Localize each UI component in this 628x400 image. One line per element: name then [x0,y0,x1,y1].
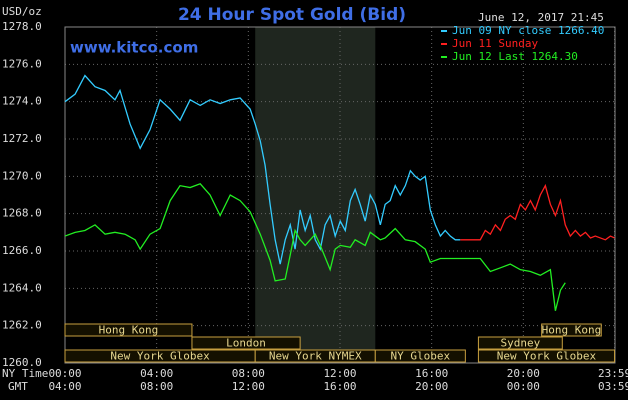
x-tick-label: 16:00 [415,367,448,380]
website: www.kitco.com [70,39,198,57]
y-tick-label: 1268.0 [2,207,42,220]
session-box [374,349,466,363]
series-line [460,183,615,241]
series-line [64,74,461,265]
x2-tick-label: 00:00 [507,380,540,393]
x-tick-label: 00:00 [48,367,81,380]
x2-tick-label: 12:00 [232,380,265,393]
x2-tick-label: 20:00 [415,380,448,393]
x-tick-label: 20:00 [507,367,540,380]
session-label: Sydney [500,337,540,350]
y-tick-label: 1266.0 [2,244,42,257]
chart-title: 24 Hour Spot Gold (Bid) [178,5,406,25]
y-tick-label: 1276.0 [2,57,42,70]
y-tick-label: 1262.0 [2,319,42,332]
y-unit: USD/oz [2,5,42,18]
x-tick-label: 04:00 [140,367,173,380]
y-tick-label: 1270.0 [2,169,42,182]
x2-tick-label: 04:00 [48,380,81,393]
session-box [477,336,563,350]
x-tick-label: 08:00 [232,367,265,380]
session-box [541,323,602,337]
y-tick-label: 1278.0 [2,20,42,33]
session-box [64,323,193,337]
legend-label: Jun 11 Sunday [452,37,538,50]
session-label: New York Globex [497,350,597,363]
timestamp: June 12, 2017 21:45 [478,11,604,24]
x-tick-label: 12:00 [323,367,356,380]
legend-label: Jun 09 NY close 1266.40 [452,24,604,37]
x-tick-label: 23:59 [598,367,628,380]
y-tick-label: 1260.0 [2,356,42,369]
session-label: NY Globex [391,350,451,363]
session-label: New York Globex [110,350,210,363]
session-box [477,349,616,363]
y-tick-label: 1264.0 [2,281,42,294]
session-box [191,336,301,350]
legend-label: Jun 12 Last 1264.30 [452,50,578,63]
x2-row-label: GMT [8,380,28,393]
series-line [64,183,566,311]
x2-tick-label: 03:59 [598,380,628,393]
plot-border [64,26,616,364]
x2-tick-label: 08:00 [140,380,173,393]
session-label: New York NYMEX [269,350,362,363]
session-label: Hong Kong [99,324,159,337]
y-tick-label: 1274.0 [2,95,42,108]
y-tick-label: 1272.0 [2,132,42,145]
x2-tick-label: 16:00 [323,380,356,393]
session-band [255,27,376,363]
x-row-label: NY Time [2,367,48,380]
session-label: London [226,337,266,350]
session-label: Hong Kong [542,324,602,337]
